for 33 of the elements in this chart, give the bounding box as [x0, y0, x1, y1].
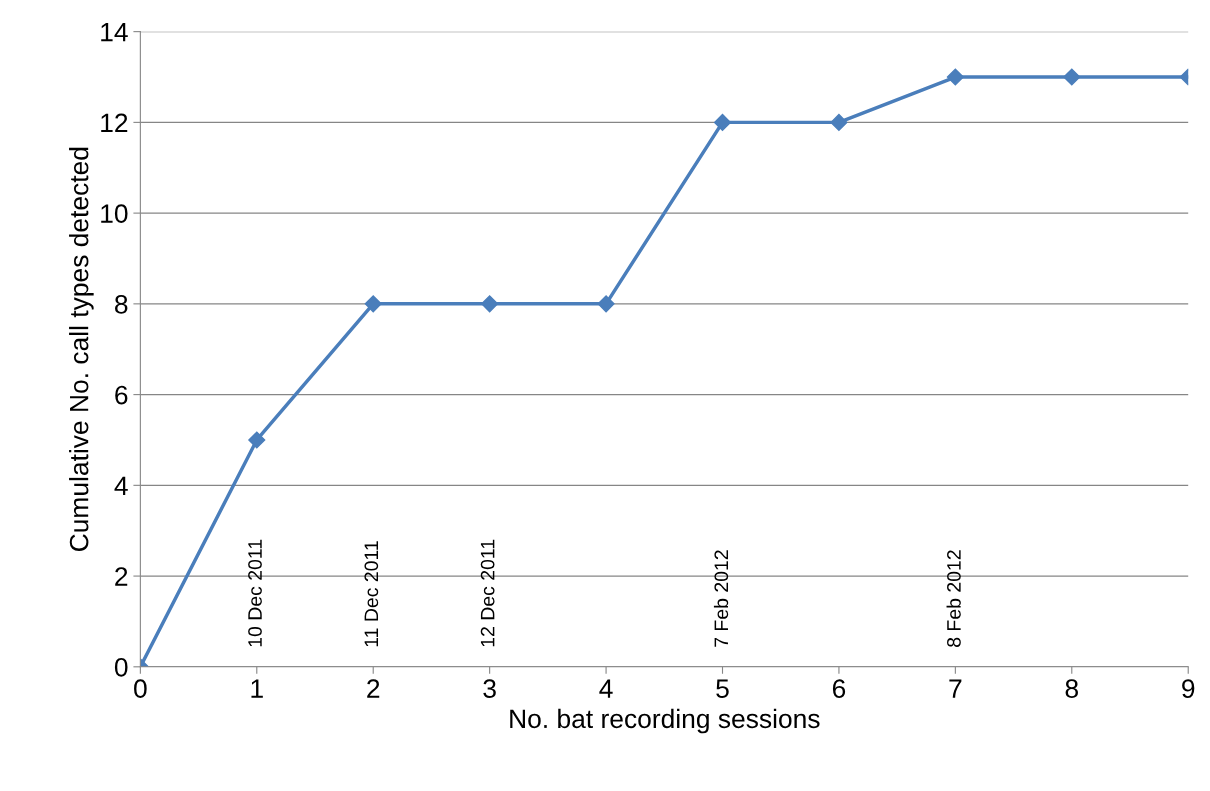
- point: [364, 295, 382, 313]
- x-tick-label: 5: [716, 679, 729, 698]
- y-tick-label: 4: [114, 476, 128, 495]
- annotation: 12 Dec 2011: [480, 539, 495, 647]
- y-tick-label: 12: [101, 113, 128, 132]
- y-tick-label: 6: [115, 385, 128, 405]
- annotation: 8 Feb 2012: [946, 550, 961, 647]
- y-tick-label: 0: [114, 657, 128, 677]
- x-tick-label: 6: [832, 679, 846, 698]
- x-tick-label: 3: [483, 679, 496, 698]
- x-tick-label: 0: [134, 679, 147, 698]
- x-tick-label: 8: [1065, 679, 1078, 698]
- x-tick-label: 1: [251, 679, 263, 698]
- y-tick-label: 14: [101, 23, 128, 42]
- point: [713, 113, 732, 131]
- x-tick-label: 4: [599, 679, 613, 698]
- x-tick-label: 9: [1182, 679, 1195, 698]
- x-tick-label: 7: [949, 679, 962, 698]
- y-tick-label: 10: [101, 204, 128, 223]
- point: [946, 68, 964, 86]
- annotation: 11 Dec 2011: [364, 541, 379, 647]
- x-axis-title: No. bat recording sessions: [510, 708, 820, 734]
- y-tick-label: 8: [115, 294, 128, 314]
- point: [597, 295, 615, 313]
- point: [1063, 68, 1081, 86]
- annotation: 10 Dec 2011: [248, 539, 262, 647]
- x-tick-label: 2: [367, 679, 380, 698]
- y-axis-title: Cumulative No. call types detected: [69, 147, 94, 552]
- annotation: 7 Feb 2012: [713, 550, 729, 647]
- point: [248, 431, 266, 449]
- point: [830, 113, 848, 131]
- point: [481, 295, 499, 313]
- y-tick-label: 2: [115, 567, 128, 586]
